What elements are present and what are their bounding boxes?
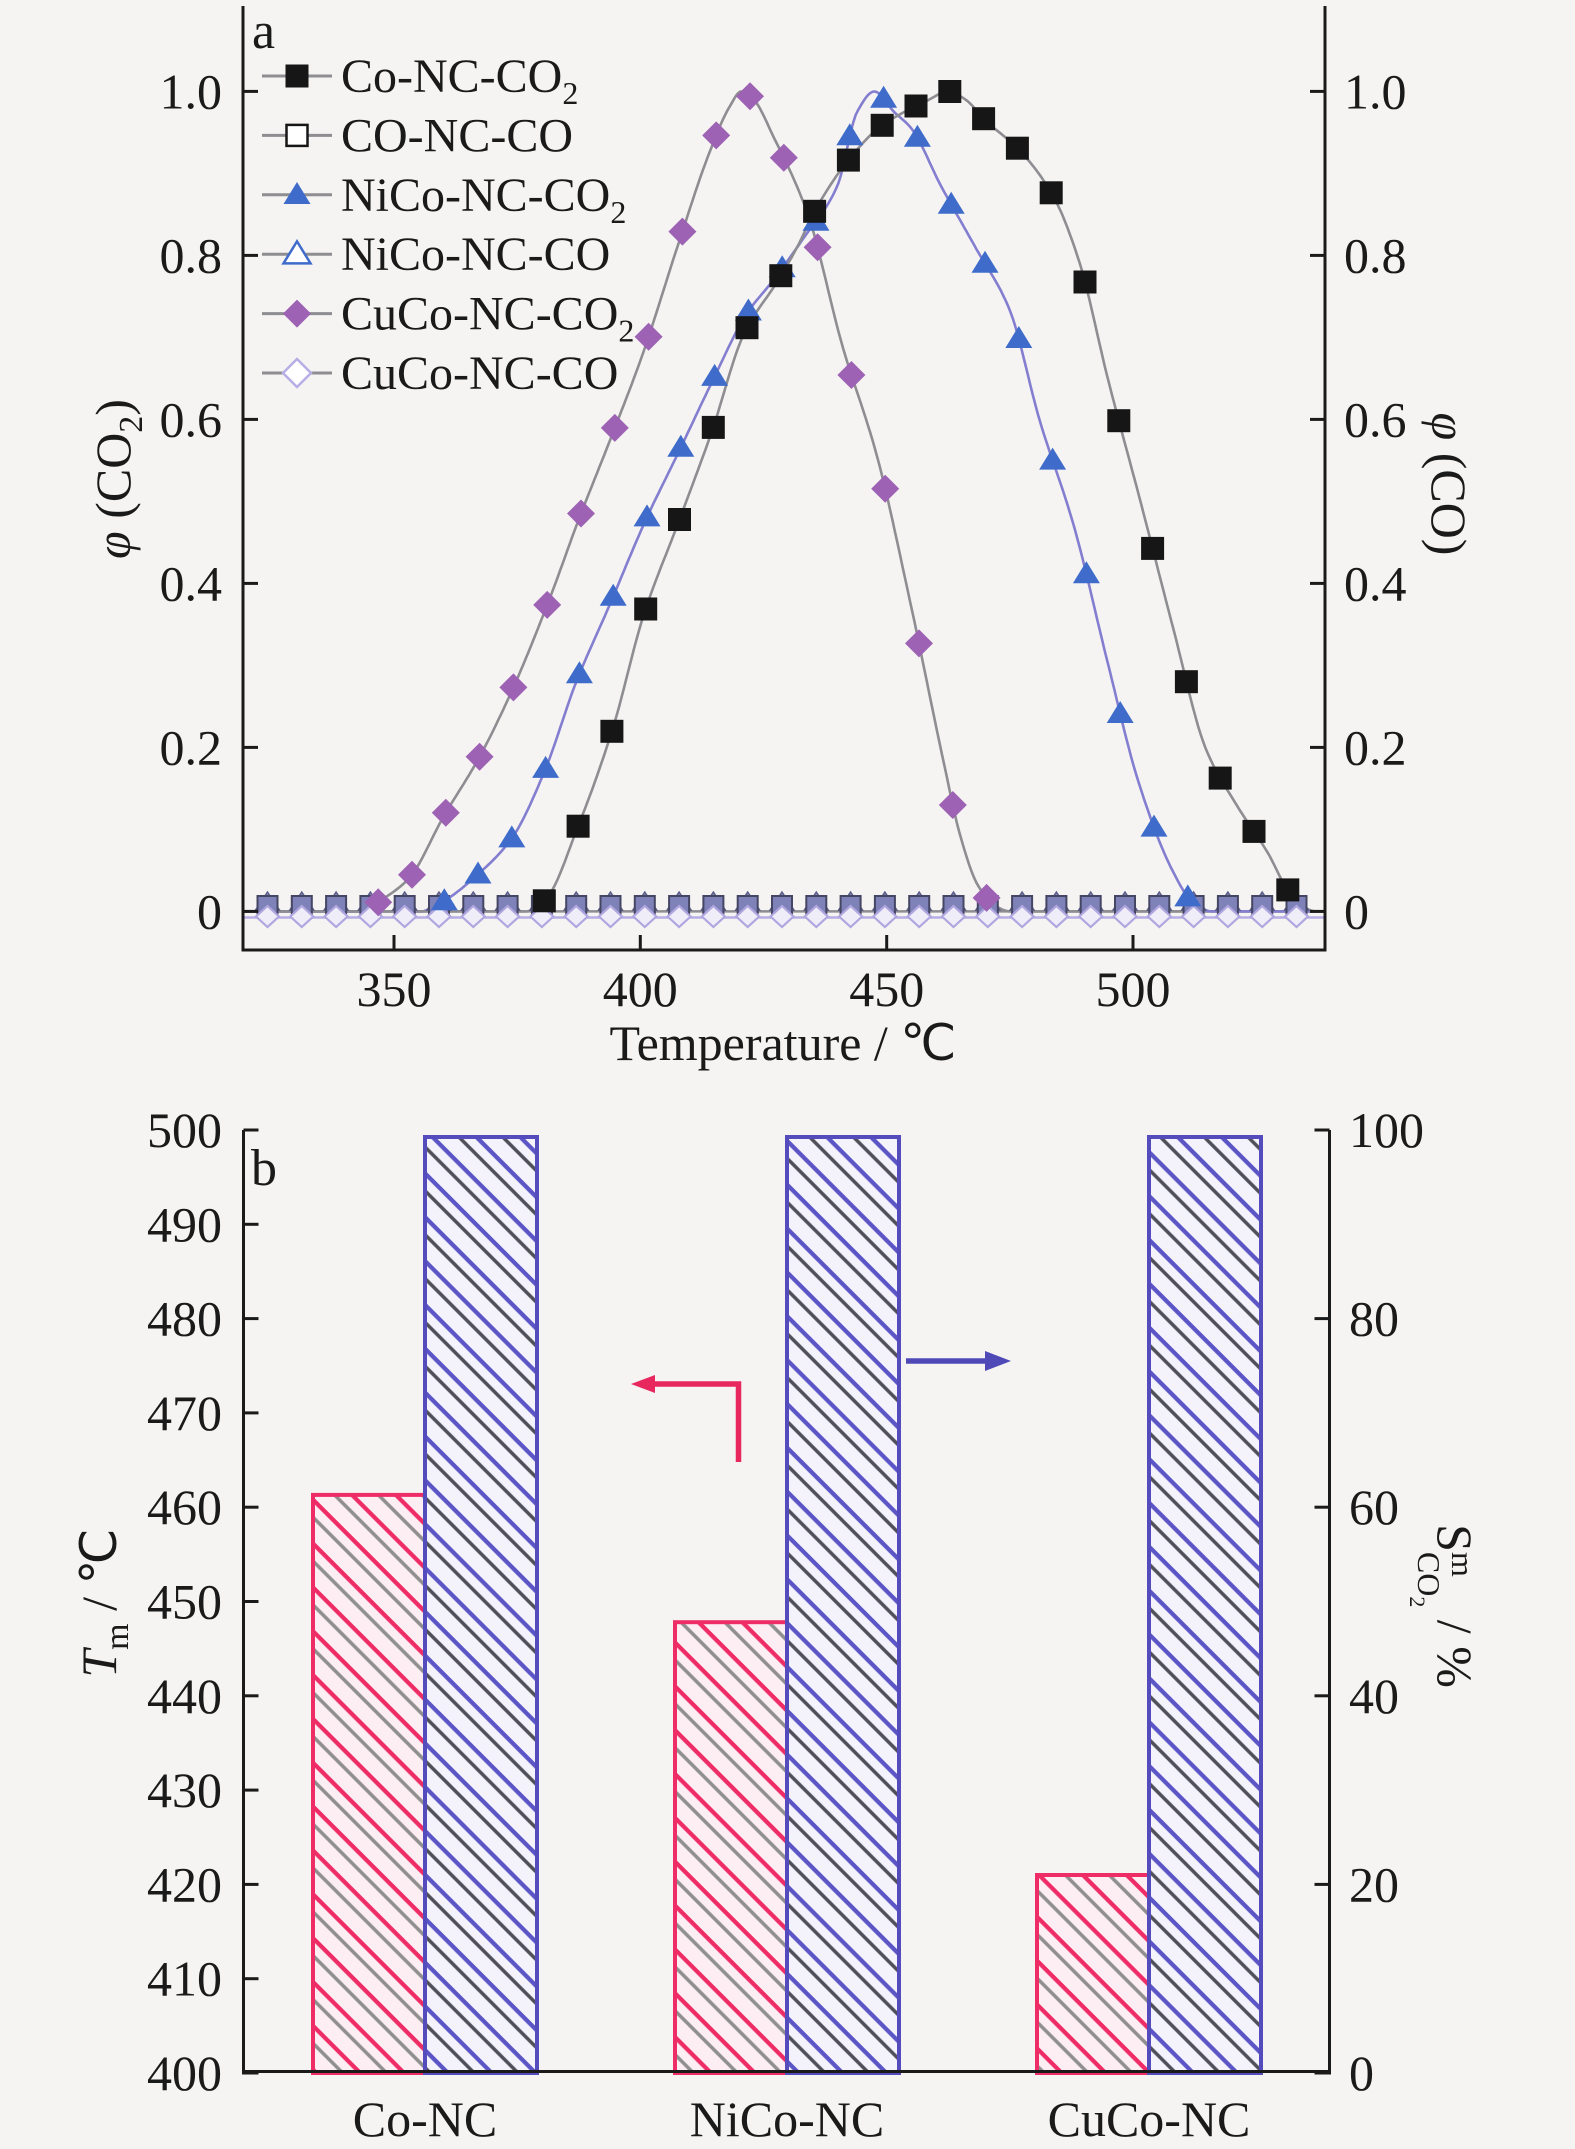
- svg-text:0.6: 0.6: [160, 391, 223, 447]
- svg-text:CuCo-NC-CO: CuCo-NC-CO: [341, 347, 618, 400]
- svg-text:500: 500: [147, 1102, 222, 1158]
- svg-text:Co-NC-CO2: Co-NC-CO2: [341, 50, 578, 111]
- svg-text:φ (CO2): φ (CO2): [85, 399, 150, 559]
- svg-text:450: 450: [147, 1574, 222, 1630]
- svg-text:450: 450: [849, 961, 924, 1017]
- svg-text:350: 350: [357, 961, 432, 1017]
- svg-text:470: 470: [147, 1385, 222, 1441]
- svg-text:CuCo-NC-CO2: CuCo-NC-CO2: [341, 288, 634, 349]
- svg-text:460: 460: [147, 1479, 222, 1535]
- svg-text:CO-NC-CO: CO-NC-CO: [341, 109, 573, 162]
- svg-text:420: 420: [147, 1856, 222, 1912]
- svg-text:480: 480: [147, 1291, 222, 1347]
- svg-text:NiCo-NC-CO2: NiCo-NC-CO2: [341, 169, 626, 230]
- svg-text:0.4: 0.4: [160, 555, 223, 611]
- svg-text:CuCo-NC: CuCo-NC: [1048, 2091, 1251, 2147]
- svg-text:80: 80: [1349, 1291, 1399, 1347]
- svg-text:NiCo-NC-CO: NiCo-NC-CO: [341, 228, 610, 281]
- svg-text:NiCo-NC: NiCo-NC: [690, 2091, 884, 2147]
- svg-text:Co-NC: Co-NC: [353, 2091, 497, 2147]
- svg-text:φ (CO): φ (CO): [1421, 413, 1477, 556]
- svg-text:0: 0: [1349, 2045, 1374, 2101]
- svg-text:0: 0: [1344, 883, 1369, 939]
- svg-text:0.4: 0.4: [1344, 555, 1407, 611]
- svg-text:20: 20: [1349, 1856, 1399, 1912]
- svg-text:0.6: 0.6: [1344, 391, 1407, 447]
- svg-text:100: 100: [1349, 1102, 1424, 1158]
- svg-text:Tm / ℃: Tm / ℃: [71, 1528, 136, 1677]
- svg-text:500: 500: [1096, 961, 1171, 1017]
- svg-text:490: 490: [147, 1196, 222, 1252]
- svg-text:b: b: [251, 1140, 277, 1197]
- svg-text:410: 410: [147, 1951, 222, 2007]
- svg-text:60: 60: [1349, 1479, 1399, 1535]
- svg-text:400: 400: [603, 961, 678, 1017]
- svg-text:a: a: [252, 3, 275, 60]
- svg-text:40: 40: [1349, 1668, 1399, 1724]
- svg-text:0: 0: [197, 883, 222, 939]
- svg-text:440: 440: [147, 1668, 222, 1724]
- svg-text:0.8: 0.8: [1344, 227, 1407, 283]
- svg-text:1.0: 1.0: [1344, 63, 1407, 119]
- svg-text:430: 430: [147, 1762, 222, 1818]
- svg-text:Temperature / ℃: Temperature / ℃: [610, 1015, 957, 1071]
- svg-text:0.2: 0.2: [160, 719, 223, 775]
- svg-text:1.0: 1.0: [160, 63, 223, 119]
- svg-text:0.2: 0.2: [1344, 719, 1407, 775]
- svg-text:0.8: 0.8: [160, 227, 223, 283]
- svg-text:400: 400: [147, 2045, 222, 2101]
